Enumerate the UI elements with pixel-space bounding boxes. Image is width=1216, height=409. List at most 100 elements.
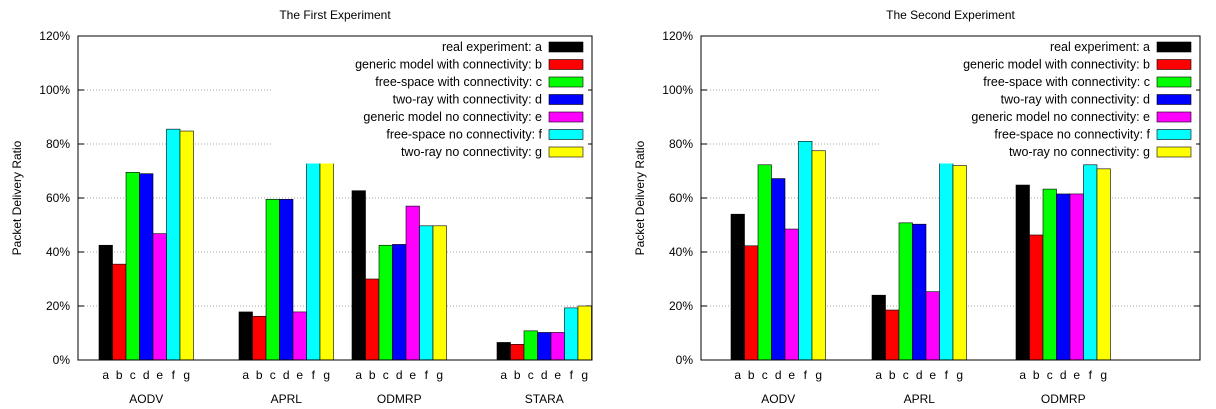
bar-odmrp-b [365,278,380,361]
bar-odmrp-a [1015,184,1030,361]
legend-swatch [548,146,584,158]
bar-sub-label: f [804,368,808,382]
bar-aodv-e [784,228,799,361]
legend-label: two-ray no connectivity: g [1009,145,1150,159]
bar-stara-b [510,344,525,361]
bar-sub-label: f [312,368,316,382]
y-tick-label: 120% [39,29,70,43]
bar-aprl-f [939,155,954,361]
y-axis-label: Packet Delivery Ratio [10,140,24,255]
chart-title: The Second Experiment [886,8,1015,22]
y-tick-label: 40% [46,245,70,259]
legend-label: two-ray with connectivity: d [1001,93,1150,107]
bar-aodv-c [757,164,772,361]
bar-aprl-d [279,199,294,361]
bar-sub-label: a [734,368,741,382]
bar-sub-label: f [1089,368,1093,382]
bar-sub-label: e [296,368,303,382]
y-axis-label: Packet Delivery Ratio [633,140,647,255]
bar-sub-label: b [369,368,376,382]
category-label: STARA [525,392,564,406]
legend-swatch [548,59,584,70]
legend-swatch [548,94,584,105]
chart-title: The First Experiment [279,8,391,22]
bar-aodv-b [112,263,127,361]
bar-sub-label: b [256,368,263,382]
bar-aodv-b [744,245,759,361]
category-label: AODV [129,392,163,406]
bar-sub-label: b [889,368,896,382]
bar-aodv-a [730,213,745,361]
legend-swatch [548,111,584,123]
y-tick-label: 120% [662,29,693,43]
legend-label: two-ray with connectivity: d [393,93,542,107]
bar-sub-label: a [1019,368,1026,382]
bar-aprl-b [885,309,900,361]
bar-sub-label: g [183,368,190,382]
bar-sub-label: e [409,368,416,382]
bar-sub-label: d [541,368,548,382]
bar-sub-label: e [1073,368,1080,382]
bar-sub-label: c [903,368,909,382]
bar-odmrp-e [1069,193,1084,361]
bar-sub-label: g [323,368,330,382]
bar-aprl-e [292,311,307,361]
bar-sub-label: d [143,368,150,382]
legend-swatch [1156,41,1192,53]
bar-stara-f [564,307,579,361]
y-tick-label: 60% [46,191,70,205]
bar-aprl-a [871,294,886,361]
bar-sub-label: c [270,368,276,382]
y-tick-label: 80% [46,137,70,151]
bar-sub-label: g [956,368,963,382]
bar-stara-e [550,332,565,361]
bar-aprl-g [319,146,334,361]
bar-odmrp-f [1083,164,1098,361]
y-tick-label: 40% [669,245,693,259]
y-tick-label: 100% [662,83,693,97]
bar-sub-label: b [116,368,123,382]
bar-aprl-e [925,291,940,361]
bar-sub-label: d [396,368,403,382]
bar-aodv-g [179,130,194,361]
category-label: ODMRP [377,392,422,406]
legend-swatch [548,41,584,53]
bar-sub-label: c [130,368,136,382]
bar-stara-g [577,305,592,361]
bar-aprl-d [912,223,927,361]
bar-stara-d [537,332,552,361]
bar-sub-label: b [514,368,521,382]
chart-first-experiment: The First Experiment Packet Delivery Rati… [10,8,593,406]
legend-swatch [548,129,584,140]
bar-sub-label: c [528,368,534,382]
bar-sub-label: g [581,368,588,382]
legend-label: generic model no connectivity: e [363,110,542,124]
chart-second-experiment: The Second Experiment Packet Delivery Rat… [633,8,1201,406]
bar-sub-label: c [383,368,389,382]
bar-sub-label: a [875,368,882,382]
bar-sub-label: g [1100,368,1107,382]
bar-aodv-c [125,172,140,361]
bar-sub-label: d [775,368,782,382]
bar-aodv-d [139,173,154,361]
bar-sub-label: g [815,368,822,382]
legend-label: free-space with connectivity: c [375,75,542,89]
legend-label: free-space no connectivity: f [386,128,542,142]
legend-swatch [1156,146,1192,158]
bar-aprl-f [306,143,321,361]
plot-frame [700,35,1201,361]
bar-sub-label: c [1047,368,1053,382]
category-label: APRL [271,392,303,406]
bar-sub-label: a [500,368,507,382]
bar-sub-label: e [788,368,795,382]
bar-odmrp-e [405,205,420,361]
bar-aodv-a [98,244,113,361]
legend-swatch [1156,76,1192,88]
bar-aodv-g [811,150,826,361]
legend-swatch [1156,111,1192,123]
y-tick-label: 0% [53,353,71,367]
legend-label: generic model no connectivity: e [971,110,1150,124]
plot-frame [77,35,593,361]
legend-label: real experiment: a [1050,40,1150,54]
legend-label: generic model with connectivity: b [355,58,542,72]
